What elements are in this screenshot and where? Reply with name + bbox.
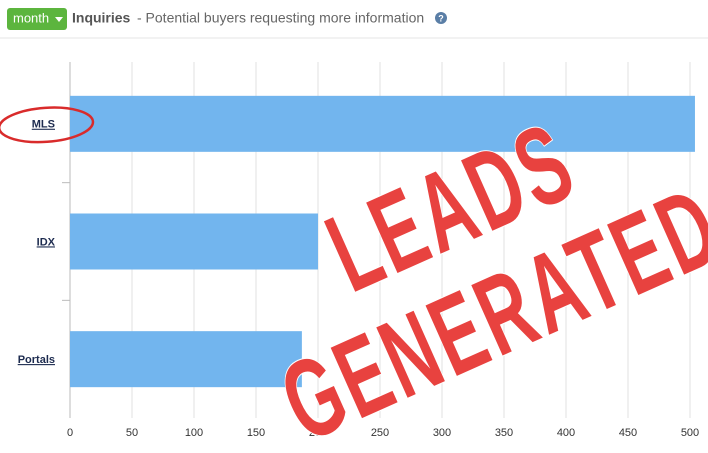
x-tick-label: 500 xyxy=(681,427,699,439)
x-tick-label: 350 xyxy=(495,427,513,439)
subtitle: - Potential buyers requesting more infor… xyxy=(137,10,424,26)
x-tick-label: 100 xyxy=(185,427,203,439)
bar xyxy=(70,95,695,152)
title: Inquiries xyxy=(72,10,131,26)
category-label: Portals xyxy=(18,354,55,366)
x-tick-label: 250 xyxy=(371,427,389,439)
caret xyxy=(55,17,63,22)
category-label: IDX xyxy=(37,236,56,248)
x-tick-label: 0 xyxy=(67,427,73,439)
x-tick-label: 150 xyxy=(247,427,265,439)
x-tick-label: 450 xyxy=(619,427,637,439)
x-tick-label: 50 xyxy=(126,427,138,439)
x-tick-label: 300 xyxy=(433,427,451,439)
x-tick-label: 400 xyxy=(557,427,575,439)
category-label: MLS xyxy=(32,119,55,131)
highlight-ellipse xyxy=(0,106,95,144)
x-tick-label: 200 xyxy=(309,427,327,439)
bar xyxy=(70,213,318,270)
help-icon[interactable] xyxy=(435,12,447,24)
month-button[interactable] xyxy=(7,8,67,30)
bar xyxy=(70,331,302,388)
help-icon-text[interactable]: ? xyxy=(438,13,444,23)
month-button-label[interactable]: month xyxy=(13,10,49,25)
